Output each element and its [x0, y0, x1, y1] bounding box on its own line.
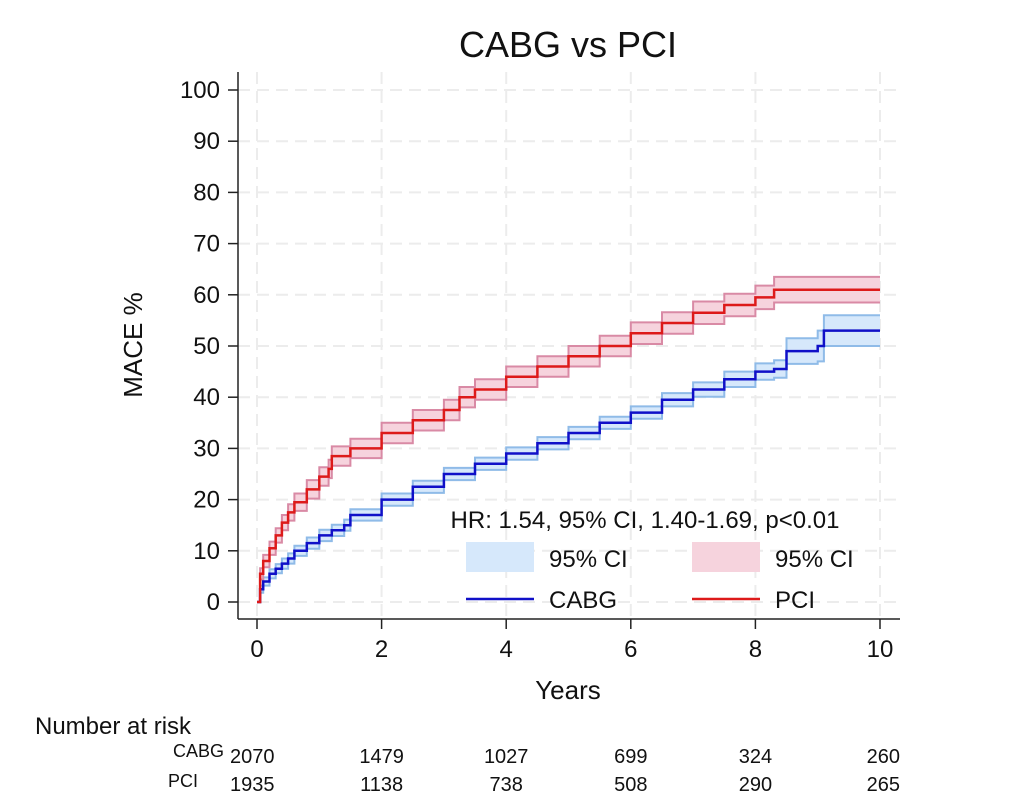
- risk-value-cabg: 1027: [484, 746, 529, 768]
- legend: 95% CI 95% CI CABG PCI: [466, 542, 854, 614]
- y-tick-label: 20: [193, 487, 220, 514]
- y-tick-label: 100: [180, 77, 220, 104]
- y-tick-label: 60: [193, 282, 220, 309]
- legend-cabg-ci-swatch: [466, 542, 534, 572]
- legend-pci-ci-swatch: [692, 542, 760, 572]
- legend-pci-label: PCI: [775, 587, 815, 614]
- y-tick-label: 80: [193, 179, 220, 206]
- y-tick-label: 90: [193, 128, 220, 155]
- risk-value-cabg: 2070: [230, 746, 275, 768]
- y-tick-label: 70: [193, 231, 220, 258]
- number-at-risk-table: Number at risk CABG PCI 2070 1479 1027 699 3…: [35, 713, 900, 796]
- legend-cabg-label: CABG: [549, 587, 617, 614]
- y-tick-label: 50: [193, 333, 220, 360]
- x-tick-label: 4: [500, 636, 513, 663]
- risk-table-title: Number at risk: [35, 713, 192, 740]
- chart-title: CABG vs PCI: [459, 24, 677, 65]
- hr-annotation: HR: 1.54, 95% CI, 1.40-1.69, p<0.01: [451, 507, 840, 534]
- curve-cabg: [257, 329, 880, 604]
- x-axis-label: Years: [535, 675, 601, 705]
- legend-pci-ci-label: 95% CI: [775, 546, 854, 573]
- risk-value-pci: 1138: [360, 774, 403, 796]
- y-tick-label: 40: [193, 384, 220, 411]
- risk-value-pci: 290: [739, 774, 772, 796]
- risk-value-pci: 738: [490, 774, 523, 796]
- curve-pci: [257, 288, 880, 604]
- risk-value-pci: 1935: [230, 774, 275, 796]
- risk-value-pci: 508: [614, 774, 647, 796]
- risk-value-cabg: 324: [739, 746, 772, 768]
- y-axis-ticks: 0 10 20 30 40 50 60 70 80 90 100: [180, 77, 238, 616]
- x-tick-label: 2: [375, 636, 388, 663]
- risk-value-pci: 265: [867, 774, 900, 796]
- risk-value-cabg: 260: [867, 746, 900, 768]
- risk-value-cabg: 699: [614, 746, 647, 768]
- legend-cabg-ci-label: 95% CI: [549, 546, 628, 573]
- risk-row-label-pci: PCI: [168, 771, 198, 791]
- x-tick-label: 0: [250, 636, 263, 663]
- survival-curves: [257, 288, 880, 604]
- risk-value-cabg: 1479: [359, 746, 404, 768]
- y-tick-label: 10: [193, 538, 220, 565]
- y-tick-label: 0: [207, 589, 220, 616]
- x-tick-label: 10: [867, 636, 894, 663]
- x-tick-label: 8: [749, 636, 762, 663]
- risk-row-label-cabg: CABG: [173, 741, 224, 761]
- risk-values: 2070 1479 1027 699 324 260 1935 1138 738 508 290 26…: [230, 746, 900, 796]
- x-tick-label: 6: [624, 636, 637, 663]
- x-axis-ticks: 0 2 4 6 8 10: [250, 619, 893, 663]
- y-tick-label: 30: [193, 435, 220, 462]
- ci-lower-edge-pci: [257, 301, 880, 603]
- y-axis-label: MACE %: [118, 292, 148, 397]
